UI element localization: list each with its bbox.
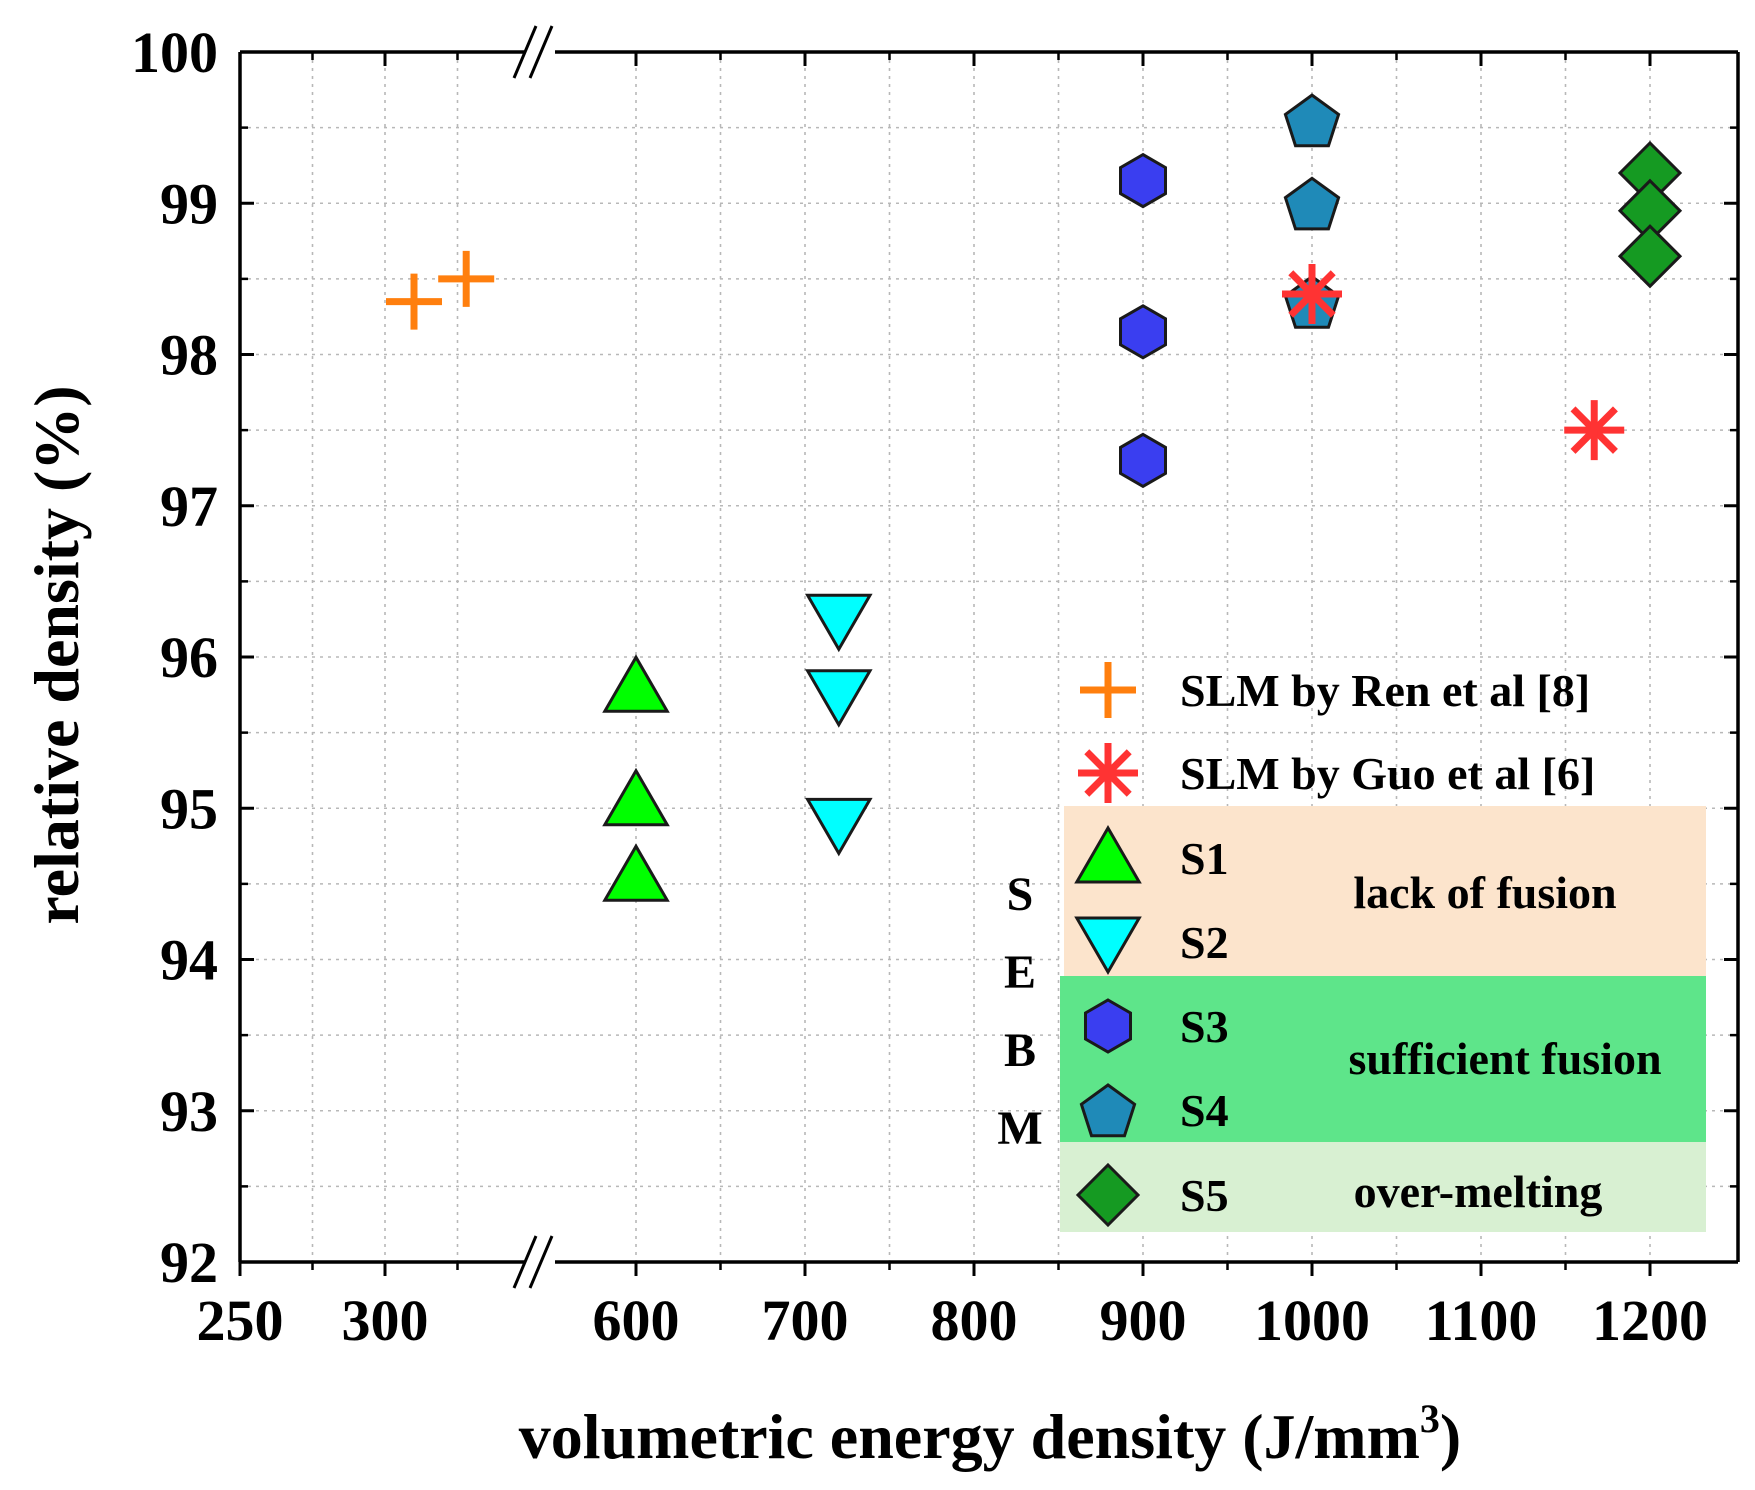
legend-label: SLM by Guo et al [6] [1180, 748, 1595, 799]
legend-region-label: over-melting [1354, 1166, 1603, 1217]
point-triangle-down [805, 669, 873, 728]
point-asterisk [1282, 264, 1342, 324]
point-triangle-down [805, 797, 873, 857]
legend-region-label: lack of fusion [1353, 867, 1616, 918]
legend-region-bg [1064, 806, 1706, 976]
y-tick-label: 96 [160, 625, 218, 690]
x-tick-label: 300 [342, 1288, 429, 1353]
legend-marker-triangle-down [1074, 916, 1142, 975]
ebm-group-letter: B [1004, 1024, 1036, 1077]
legend-marker-hexagon [1084, 998, 1132, 1054]
point-triangle-up [602, 843, 670, 902]
data-points [386, 93, 1683, 902]
legend-label: S2 [1180, 917, 1229, 968]
point-plus [438, 250, 495, 307]
legend-label: SLM by Ren et al [8] [1180, 665, 1590, 716]
y-tick-label: 92 [160, 1230, 218, 1295]
y-tick-label: 100 [131, 20, 218, 85]
ebm-group-letter: S [1007, 868, 1034, 921]
x-tick-label: 1200 [1592, 1288, 1708, 1353]
point-hexagon [1119, 432, 1167, 489]
y-tick-label: 93 [160, 1079, 218, 1144]
axis-break-mark [528, 1235, 554, 1289]
point-triangle-up [602, 654, 670, 713]
y-tick-label: 99 [160, 171, 218, 236]
y-tick-label: 97 [160, 474, 218, 539]
y-tick-label: 95 [160, 776, 218, 841]
x-tick-label: 1100 [1425, 1288, 1538, 1353]
legend-marker-asterisk-arm [1084, 749, 1132, 797]
y-tick-label: 94 [160, 928, 218, 993]
x-tick-label: 1000 [1254, 1288, 1370, 1353]
grid [240, 52, 1738, 1262]
legend-backgrounds [1060, 806, 1706, 1232]
ebm-group-letter: M [997, 1102, 1042, 1155]
legend-region-label: sufficient fusion [1348, 1033, 1661, 1084]
x-tick-label: 800 [931, 1288, 1018, 1353]
y-axis-title: relative density (%) [21, 385, 92, 924]
legend-label: S5 [1180, 1170, 1229, 1221]
legend-label: S4 [1180, 1085, 1229, 1136]
legend-marker-asterisk [1078, 743, 1138, 803]
point-plus [386, 273, 442, 330]
legend: SLM by Ren et al [8] SLM by Guo et al [6]… [997, 662, 1662, 1228]
x-tick-label: 900 [1100, 1288, 1187, 1353]
point-asterisk [1564, 400, 1625, 461]
y-tick-label: 98 [160, 323, 218, 388]
legend-region-bg [1060, 1142, 1706, 1232]
point-asterisk-arm [1288, 270, 1336, 318]
x-tick-label: 600 [593, 1288, 680, 1353]
x-tick-label: 250 [197, 1288, 284, 1353]
legend-marker-triangle-up [1074, 825, 1142, 884]
axis-break-mark [528, 25, 554, 79]
legend-label: S1 [1180, 833, 1229, 884]
x-tick-label: 700 [762, 1288, 849, 1353]
x-axis-title-main: volumetric energy density (J/mm [519, 1401, 1420, 1472]
point-triangle-down [805, 593, 873, 653]
point-asterisk-arm [1570, 406, 1618, 454]
x-axis-title-end: ) [1440, 1401, 1461, 1472]
axis-break-mark [512, 25, 538, 79]
ebm-group-letter: E [1004, 946, 1036, 999]
legend-marker-diamond [1075, 1162, 1141, 1228]
legend-region-bg [1060, 976, 1706, 1142]
legend-marker-plus [1080, 662, 1136, 718]
point-diamond [1617, 224, 1683, 289]
point-hexagon [1119, 152, 1167, 209]
legend-marker-pentagon [1079, 1083, 1137, 1138]
x-axis-title-sup: 3 [1420, 1396, 1440, 1441]
point-hexagon [1119, 304, 1167, 360]
point-pentagon [1283, 93, 1341, 148]
point-pentagon [1283, 176, 1341, 231]
point-triangle-up [602, 767, 670, 827]
x-axis-title: volumetric energy density (J/mm3) [519, 1396, 1461, 1472]
ticks: 92 93 94 95 96 97 98 99 100 250 300 600 700 800 900 100… [131, 20, 1738, 1353]
legend-label: S3 [1180, 1001, 1229, 1052]
axis-break-mark [512, 1235, 538, 1289]
